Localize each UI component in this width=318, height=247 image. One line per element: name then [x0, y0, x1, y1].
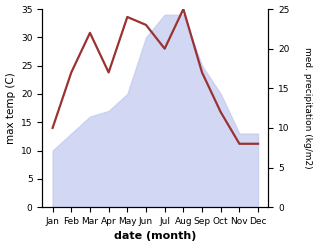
Y-axis label: max temp (C): max temp (C) [5, 72, 16, 144]
X-axis label: date (month): date (month) [114, 231, 197, 242]
Y-axis label: med. precipitation (kg/m2): med. precipitation (kg/m2) [303, 47, 313, 169]
